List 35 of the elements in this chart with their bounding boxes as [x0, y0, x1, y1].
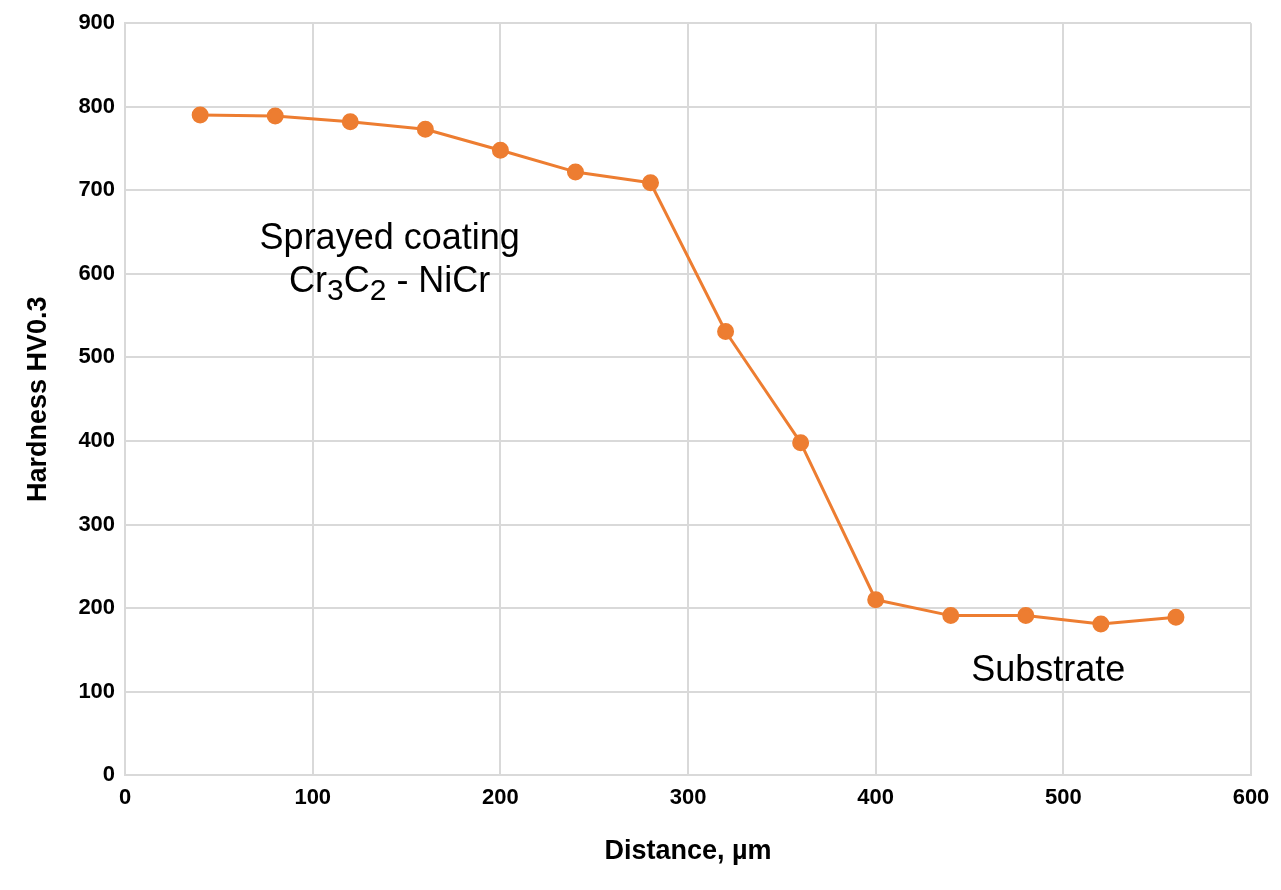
x-tick-label: 400: [857, 784, 895, 810]
y-tick-label: 900: [78, 9, 116, 35]
x-axis-title: Distance, µm: [604, 835, 772, 866]
point: [1017, 607, 1035, 625]
point: [792, 434, 810, 452]
x-tick-label: 100: [294, 784, 332, 810]
point: [942, 607, 960, 625]
y-tick-label: 500: [78, 343, 116, 369]
x-tick-label: 0: [118, 784, 132, 810]
point: [491, 141, 509, 159]
point: [642, 174, 660, 192]
point: [341, 113, 359, 131]
y-tick-label: 400: [78, 427, 116, 453]
point: [867, 591, 885, 609]
point: [416, 120, 434, 138]
annotation: Sprayed coating Cr$_{3}$C$_{2}$ - NiCr: [259, 214, 520, 309]
x-tick-label: 200: [482, 784, 519, 810]
y-tick-label: 800: [78, 92, 116, 118]
point: [266, 107, 284, 125]
y-axis-title: Hardness HV0.3: [21, 296, 52, 502]
point: [717, 323, 735, 341]
y-tick-label: 100: [78, 677, 116, 703]
y-tick-label: 0: [102, 761, 116, 787]
point: [1092, 615, 1110, 633]
point: [1167, 608, 1185, 626]
y-tick-label: 300: [78, 510, 116, 536]
point: [191, 106, 209, 124]
y-tick-label: 600: [78, 259, 116, 285]
point: [566, 163, 584, 181]
y-tick-label: 200: [78, 594, 116, 620]
annotation: Substrate: [971, 647, 1126, 691]
x-tick-label: 600: [1232, 784, 1270, 810]
y-tick-label: 700: [78, 176, 116, 202]
x-tick-label: 300: [669, 784, 707, 810]
x-tick-label: 500: [1044, 784, 1082, 810]
